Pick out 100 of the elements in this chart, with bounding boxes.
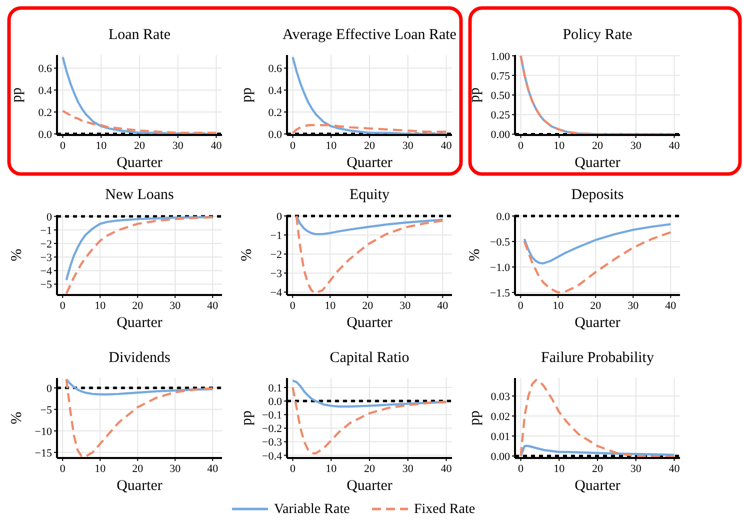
y-tick-label: −5 [40,404,52,416]
y-tick-label: −1 [270,230,282,242]
y-tick-label: −3 [40,252,52,264]
line-series [295,214,444,294]
x-tick-label: 10 [96,140,108,152]
line-series [292,386,448,454]
x-tick-label: 40 [207,463,219,475]
y-tick-label: −2 [40,238,52,250]
y-tick-label: 0.00 [490,451,510,463]
y-tick-label: 0.00 [490,129,510,142]
y-tick-label: 0.0 [268,396,282,408]
x-tick-label: 0 [518,300,524,312]
y-tick-label: 0.0 [268,128,282,141]
x-axis-title: Quarter [346,315,392,331]
x-tick-label: 20 [592,140,604,152]
y-axis-title: pp [239,88,255,102]
x-tick-label: 10 [554,140,566,152]
x-tick-label: 20 [592,463,604,475]
x-tick-label: 20 [134,140,146,152]
chart-title: Policy Rate [562,27,633,43]
y-tick-label: −4 [270,287,282,300]
y-tick-label: −0.5 [490,236,510,248]
y-tick-label: −1.0 [490,262,510,274]
y-tick-label: −0.4 [262,450,282,462]
chart-title: Dividends [108,350,170,366]
x-axis-title: Quarter [116,478,162,494]
chart-title: Equity [350,187,390,203]
y-tick-label: 0.50 [490,90,510,102]
y-tick-label: −3 [270,268,282,280]
x-tick-label: 40 [668,463,680,475]
x-tick-label: 40 [440,463,452,475]
x-tick-label: 10 [552,300,564,312]
x-tick-label: 30 [630,463,642,475]
legend-label: Variable Rate [274,502,350,517]
x-tick-label: 20 [132,463,144,475]
y-tick-label: 0.0 [38,128,52,141]
x-tick-label: 0 [290,300,296,312]
x-axis-title: Quarter [346,478,392,494]
chart-title: Loan Rate [108,27,171,43]
x-tick-label: 30 [402,140,414,152]
x-tick-label: 0 [60,300,66,312]
x-tick-label: 0 [290,463,296,475]
x-tick-label: 0 [518,463,524,475]
y-tick-label: 0.03 [490,391,510,403]
y-tick-label: −2 [270,249,282,262]
x-tick-label: 0 [290,140,296,152]
y-tick-label: 1.00 [490,50,510,63]
x-tick-label: 40 [668,140,680,152]
x-tick-label: 20 [590,300,602,312]
y-tick-label: 0.01 [490,431,510,443]
chart-title: Deposits [571,187,624,203]
line-series [292,380,448,408]
x-tick-label: 40 [207,300,219,312]
line-series [65,378,214,396]
y-tick-label: 0 [46,382,52,395]
legend-label: Fixed Rate [414,502,476,517]
x-tick-label: 30 [402,463,414,475]
x-tick-label: 30 [400,300,412,312]
y-tick-label: 0.4 [268,85,282,98]
x-tick-label: 20 [364,140,376,152]
x-tick-label: 0 [60,140,66,152]
x-axis-title: Quarter [346,155,392,171]
line-series [523,231,672,294]
y-tick-label: −1 [40,224,52,237]
line-series [295,214,444,236]
y-axis-title: pp [239,410,255,426]
x-axis-title: Quarter [574,155,620,171]
y-axis-title: pp [467,410,483,426]
y-tick-label: 0.1 [268,382,282,394]
x-tick-label: 30 [172,140,184,152]
y-tick-label: 0 [46,211,52,224]
x-tick-label: 10 [326,463,338,475]
x-tick-label: 40 [437,300,449,312]
line-series [65,216,214,282]
y-tick-label: 0.75 [490,70,510,82]
y-tick-label: −4 [40,266,52,278]
y-tick-label: 0.25 [490,110,510,122]
y-axis-title: pp [9,88,25,102]
y-tick-label: 0.0 [496,211,510,224]
line-series [65,378,214,458]
y-tick-label: 0 [276,210,282,223]
x-tick-label: 10 [326,140,338,152]
line-series [523,223,672,265]
chart-title: Failure Probability [541,350,654,366]
chart-title: Capital Ratio [330,350,410,366]
x-tick-label: 0 [518,140,524,152]
y-tick-label: −0.2 [262,423,282,436]
y-tick-label: −1.5 [490,287,510,300]
x-tick-label: 30 [170,463,182,475]
y-axis-title: % [467,248,483,262]
y-axis-title: pp [467,88,483,102]
line-series [520,54,676,136]
x-tick-label: 40 [440,140,452,152]
line-series [62,110,218,134]
y-axis-title: % [9,248,25,262]
y-tick-label: −10 [34,426,52,438]
chart-title: New Loans [105,187,174,203]
x-tick-label: 20 [132,300,144,312]
x-tick-label: 20 [364,463,376,475]
x-axis-title: Quarter [574,315,620,331]
